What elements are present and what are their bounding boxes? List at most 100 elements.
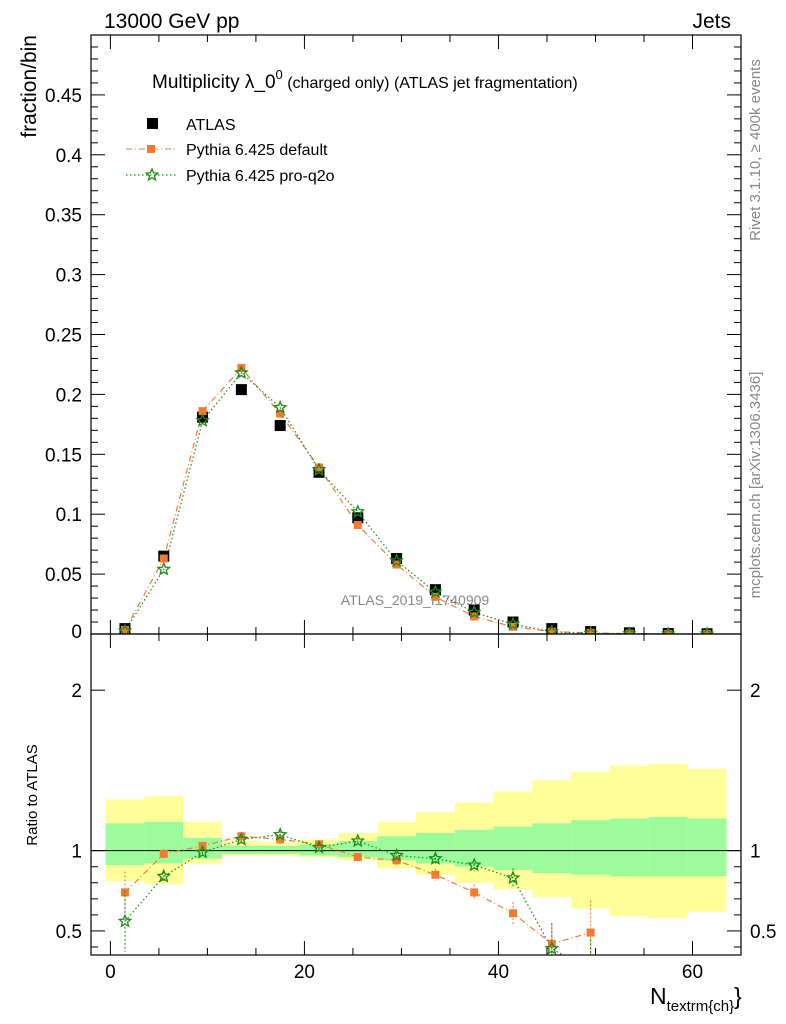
ratio-default-point xyxy=(431,870,440,879)
legend-proq2o-label: Pythia 6.425 pro-q2o xyxy=(186,168,335,185)
atlas-data-point xyxy=(235,384,247,396)
pythia-proq2o-point xyxy=(505,616,521,631)
ratio-y-tick-label-left: 0.5 xyxy=(56,922,82,943)
ratio-proq2o-point xyxy=(234,831,249,846)
top-ylabel: fraction/bin xyxy=(18,35,41,138)
ratio-default-point xyxy=(509,909,518,918)
y-tick-label: 0 xyxy=(71,622,82,643)
chart-title: Multiplicity λ_00 (charged only) (ATLAS … xyxy=(152,67,578,93)
pythia-default-point xyxy=(703,629,712,634)
ratio-default-point xyxy=(392,856,401,865)
ratio-proq2o-point xyxy=(585,965,596,976)
x-tick-label: 20 xyxy=(294,962,315,983)
x-tick-label: 0 xyxy=(105,962,116,983)
y-tick-label: 0.45 xyxy=(45,86,82,107)
pythia-proq2o-point xyxy=(311,462,327,477)
watermark: ATLAS_2019_I1740909 xyxy=(341,592,490,608)
ratio-ylabel: Ratio to ATLAS xyxy=(24,744,41,845)
header-jets: Jets xyxy=(692,10,731,33)
bottom-panel: 0.5 0.51 12 20 20 40 60 Ratio to ATLAS Ntextrm… xyxy=(24,633,776,1015)
pythia-default-point xyxy=(586,628,595,634)
ratio-default-point xyxy=(159,849,168,858)
ratio-proq2o-point xyxy=(466,857,482,872)
ratio-proq2o-point xyxy=(389,847,404,862)
bottom-plot-area xyxy=(91,764,741,976)
uncertainty-band-inner xyxy=(105,823,145,866)
pythia-proq2o-point xyxy=(156,561,172,576)
pythia-default-point xyxy=(431,592,440,601)
atlas-data-point xyxy=(352,512,364,524)
pythia-proq2o-point xyxy=(428,584,443,599)
pythia-proq2o-point xyxy=(660,626,676,634)
pythia-proq2o-point xyxy=(583,625,598,634)
pythia-proq2o-point xyxy=(544,624,560,634)
y-tick-label: 0.15 xyxy=(45,445,82,466)
uncertainty-band-inner xyxy=(648,816,688,877)
legend-atlas-label: ATLAS xyxy=(186,117,236,134)
atlas-data-point xyxy=(507,616,519,628)
ratio-y-tick-label-left: 2 xyxy=(71,681,82,702)
ratio-default-point xyxy=(276,835,285,844)
pythia-proq2o-point xyxy=(699,626,715,634)
title-rest: (charged only) (ATLAS jet fragmentation) xyxy=(283,75,578,92)
y-tick-label: 0.05 xyxy=(45,565,82,586)
legend-atlas-marker xyxy=(147,118,158,129)
ratio-proq2o-point xyxy=(428,851,443,865)
uncertainty-band-inner xyxy=(260,845,300,854)
ratio-y-tick-label-left: 1 xyxy=(71,842,82,863)
ratio-default-point xyxy=(586,928,595,937)
atlas-data-point xyxy=(429,584,441,596)
y-tick-label: 0.25 xyxy=(45,326,82,347)
top-panel: ATLAS_2019_I1740909 0.050.10.150.20.250.… xyxy=(18,34,742,643)
x-label-sub: textrm{ch} xyxy=(667,998,735,1015)
bottom-frame xyxy=(90,633,742,956)
ratio-y-tick-label-right: 1 xyxy=(750,842,761,863)
y-tick-label: 0.35 xyxy=(45,206,82,227)
pythia-default-point xyxy=(314,463,323,472)
pythia-proq2o-point xyxy=(234,365,249,380)
x-tick-label: 60 xyxy=(682,962,703,983)
pythia-default-point xyxy=(392,560,401,569)
header-energy: 13000 GeV pp xyxy=(104,10,239,33)
y-tick-label: 0.3 xyxy=(56,266,82,287)
pythia-default-point xyxy=(198,407,207,416)
legend-default-marker xyxy=(147,145,155,153)
uncertainty-band-inner xyxy=(610,818,649,877)
uncertainty-band-inner xyxy=(687,818,727,877)
ratio-y-tick-label-right: 2 xyxy=(750,681,761,702)
pythia-proq2o-point xyxy=(389,553,404,568)
pythia-proq2o-point xyxy=(272,399,288,414)
y-tick-label: 0.2 xyxy=(56,385,82,406)
ratio-proq2o-point xyxy=(272,826,288,841)
mcplots-label: mcplots.cern.ch [arXiv:1306.3436] xyxy=(747,372,764,599)
ratio-proq2o-point xyxy=(544,940,560,955)
atlas-data-point xyxy=(391,553,403,565)
title-main: Multiplicity λ_0 xyxy=(152,72,276,93)
ratio-proq2o-point xyxy=(311,839,327,854)
ratio-proq2o-point xyxy=(505,870,521,885)
atlas-data-point xyxy=(274,420,286,432)
legend: ATLAS Pythia 6.425 default Pythia 6.425 … xyxy=(126,117,335,185)
pythia-default-point xyxy=(470,612,479,621)
pythia-default-point xyxy=(159,554,168,563)
x-tick-label: 40 xyxy=(488,962,509,983)
x-axis-label: Ntextrm{ch}} xyxy=(650,983,742,1015)
atlas-data-point xyxy=(468,604,480,616)
atlas-data-point xyxy=(197,411,209,423)
x-label-main: N xyxy=(650,983,667,1009)
legend-proq2o-marker xyxy=(144,167,160,182)
title-sup: 0 xyxy=(276,67,283,82)
ratio-proq2o-point xyxy=(156,868,172,883)
bottom-axes: 0.5 0.51 12 20 20 40 60 xyxy=(56,634,776,983)
ratio-default-point xyxy=(470,888,479,897)
ratio-series-line xyxy=(124,833,565,955)
ratio-proq2o-point xyxy=(195,844,210,859)
x-label-close: } xyxy=(734,983,742,1009)
pythia-proq2o-point xyxy=(466,604,482,619)
rivet-label: Rivet 3.1.10, ≥ 400k events xyxy=(747,59,764,241)
uncertainty-band-inner xyxy=(221,845,261,854)
pythia-default-point xyxy=(625,629,634,634)
pythia-default-point xyxy=(120,625,129,634)
legend-default-label: Pythia 6.425 default xyxy=(186,142,328,159)
